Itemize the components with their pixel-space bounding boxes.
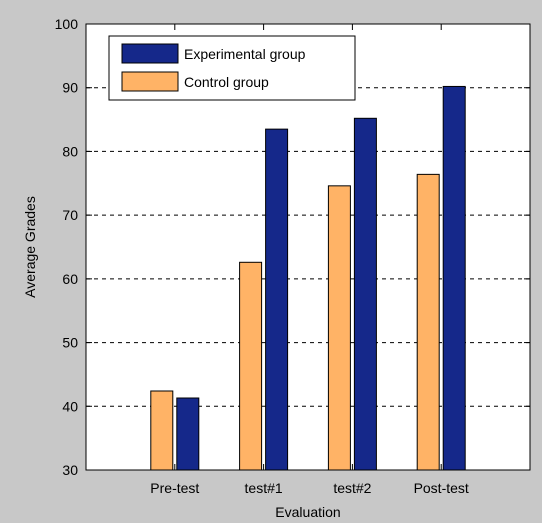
y-axis-ticks: 30 40 50 60 70 80 90 100 (55, 16, 530, 478)
x-tick-label: test#2 (333, 480, 371, 496)
bar-experimental-1 (265, 128, 289, 471)
bar-control-0 (150, 390, 174, 471)
y-tick-label: 70 (62, 207, 78, 223)
bar-experimental-2 (353, 117, 377, 471)
bars (150, 85, 466, 471)
y-tick-label: 30 (62, 462, 78, 478)
x-tick-label: test#1 (245, 480, 283, 496)
x-tick-label: Pre-test (150, 480, 199, 496)
legend-swatch-control (121, 71, 179, 92)
x-axis-title: Evaluation (275, 504, 340, 520)
y-tick-label: 40 (62, 398, 78, 414)
bar-experimental-0 (176, 397, 200, 471)
y-axis-title: Average Grades (22, 196, 38, 298)
legend-swatch-experimental (121, 43, 179, 64)
bar-control-1 (239, 261, 263, 471)
y-tick-label: 90 (62, 80, 78, 96)
legend-label-experimental: Experimental group (184, 46, 306, 62)
x-axis-ticks: Pre-test test#1 test#2 Post-test (150, 24, 469, 496)
bar-control-2 (327, 185, 351, 471)
y-tick-label: 80 (62, 143, 78, 159)
y-tick-label: 60 (62, 271, 78, 287)
y-tick-label: 50 (62, 335, 78, 351)
legend: Experimental group Control group (108, 35, 356, 101)
x-tick-label: Post-test (414, 480, 469, 496)
bar-experimental-3 (442, 85, 466, 471)
legend-label-control: Control group (184, 74, 269, 90)
bar-control-3 (416, 173, 440, 471)
y-tick-label: 100 (55, 16, 79, 32)
plot-frame (85, 23, 531, 471)
